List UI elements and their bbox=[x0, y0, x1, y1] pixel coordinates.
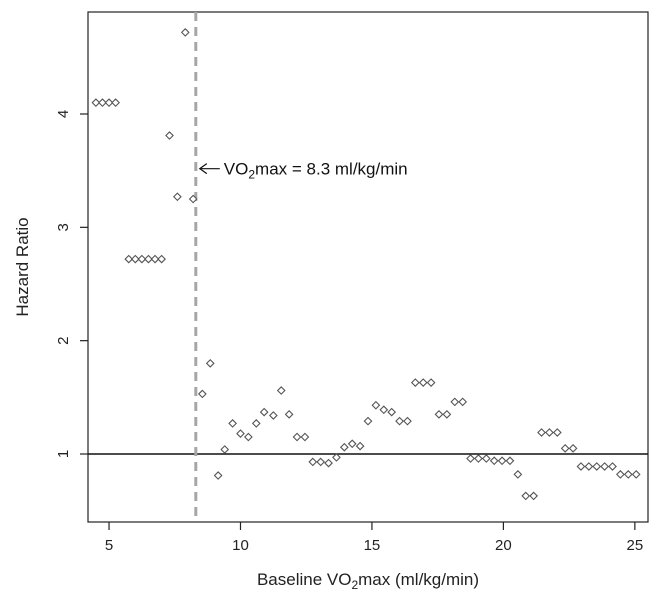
data-point bbox=[292, 432, 302, 442]
annotation-text: VO2max = 8.3 ml/kg/min bbox=[224, 160, 408, 182]
data-point bbox=[426, 378, 436, 387]
data-point bbox=[466, 454, 475, 463]
x-axis-title-suffix: max (ml/kg/min) bbox=[358, 570, 479, 589]
data-point bbox=[236, 429, 245, 438]
data-point bbox=[150, 254, 160, 264]
data-point bbox=[371, 400, 381, 410]
data-point bbox=[616, 470, 625, 479]
plot-frame bbox=[87, 11, 649, 523]
y-tick-label: 4 bbox=[55, 110, 72, 118]
data-point bbox=[130, 254, 140, 264]
axis-labels: Baseline VO2max (ml/kg/min) Hazard Ratio bbox=[13, 217, 479, 591]
data-point bbox=[91, 98, 101, 108]
data-point bbox=[505, 456, 515, 466]
x-tick-label: 20 bbox=[495, 537, 512, 554]
data-point bbox=[220, 445, 230, 454]
data-point bbox=[403, 416, 412, 426]
data-point bbox=[124, 254, 134, 264]
data-point bbox=[600, 462, 609, 471]
data-point bbox=[410, 378, 420, 387]
data-point bbox=[474, 454, 483, 463]
data-point bbox=[552, 428, 562, 437]
data-point bbox=[623, 470, 633, 479]
data-point bbox=[98, 98, 107, 108]
data-point bbox=[324, 458, 333, 468]
data-point bbox=[592, 462, 602, 471]
y-tick-label: 2 bbox=[55, 336, 72, 344]
data-point bbox=[584, 462, 594, 471]
x-tick-label: 25 bbox=[627, 537, 644, 554]
y-tick-label: 1 bbox=[55, 450, 72, 458]
data-point bbox=[180, 28, 190, 37]
data-point bbox=[434, 409, 444, 419]
x-axis-title: Baseline VO2max (ml/kg/min) bbox=[257, 570, 479, 592]
data-point bbox=[339, 442, 349, 452]
data-point bbox=[259, 407, 269, 417]
data-points bbox=[91, 28, 641, 501]
data-point bbox=[316, 457, 326, 467]
annotation-arrow-head bbox=[198, 163, 208, 175]
data-point bbox=[608, 462, 617, 471]
data-point bbox=[568, 443, 578, 453]
cutoff-annotation: VO2max = 8.3 ml/kg/min bbox=[198, 160, 408, 182]
x-tick-label: 15 bbox=[364, 537, 381, 554]
data-point bbox=[489, 456, 499, 466]
data-point bbox=[387, 407, 397, 417]
data-point bbox=[545, 428, 554, 437]
data-point bbox=[521, 491, 531, 501]
data-point bbox=[308, 457, 318, 467]
annotation-subscript: 2 bbox=[248, 167, 255, 181]
data-point bbox=[104, 98, 114, 108]
data-point bbox=[165, 131, 174, 140]
data-point bbox=[144, 254, 153, 264]
x-tick-label: 10 bbox=[232, 537, 249, 554]
data-point bbox=[111, 98, 120, 108]
x-tick-label: 5 bbox=[105, 537, 113, 554]
data-point bbox=[213, 471, 223, 480]
data-point bbox=[481, 454, 491, 463]
data-point bbox=[529, 491, 539, 501]
data-point bbox=[197, 389, 207, 399]
data-point bbox=[243, 432, 253, 442]
data-point bbox=[268, 411, 278, 420]
annotation-suffix: max = 8.3 ml/kg/min bbox=[255, 160, 408, 179]
y-tick-label: 3 bbox=[55, 223, 72, 231]
plot-area bbox=[87, 11, 649, 523]
data-point bbox=[157, 254, 166, 264]
data-point bbox=[137, 254, 147, 264]
annotation-prefix: VO bbox=[224, 160, 249, 179]
data-point bbox=[347, 439, 357, 449]
x-axis-title-subscript: 2 bbox=[351, 578, 358, 592]
data-point bbox=[458, 397, 468, 407]
data-point bbox=[497, 456, 507, 466]
y-axis-title: Hazard Ratio bbox=[13, 217, 32, 316]
data-point bbox=[418, 378, 428, 387]
data-point bbox=[188, 194, 198, 204]
data-point bbox=[251, 419, 261, 428]
data-point bbox=[442, 409, 452, 419]
data-point bbox=[284, 409, 294, 419]
data-point bbox=[379, 405, 389, 415]
data-point bbox=[395, 416, 404, 426]
data-point bbox=[355, 441, 365, 451]
data-point bbox=[363, 416, 373, 426]
data-point bbox=[537, 428, 546, 437]
data-point bbox=[300, 432, 310, 442]
data-point bbox=[513, 470, 523, 479]
data-point bbox=[576, 462, 586, 471]
data-point bbox=[173, 192, 182, 202]
data-point bbox=[205, 358, 215, 368]
axes: 5 10 15 20 25 1 2 3 4 bbox=[55, 110, 643, 554]
data-point bbox=[332, 453, 341, 462]
data-point bbox=[450, 397, 460, 407]
x-axis-title-prefix: Baseline VO bbox=[257, 570, 352, 589]
data-point bbox=[228, 419, 237, 428]
data-point bbox=[631, 470, 641, 479]
data-point bbox=[276, 386, 286, 395]
data-point bbox=[560, 443, 570, 453]
